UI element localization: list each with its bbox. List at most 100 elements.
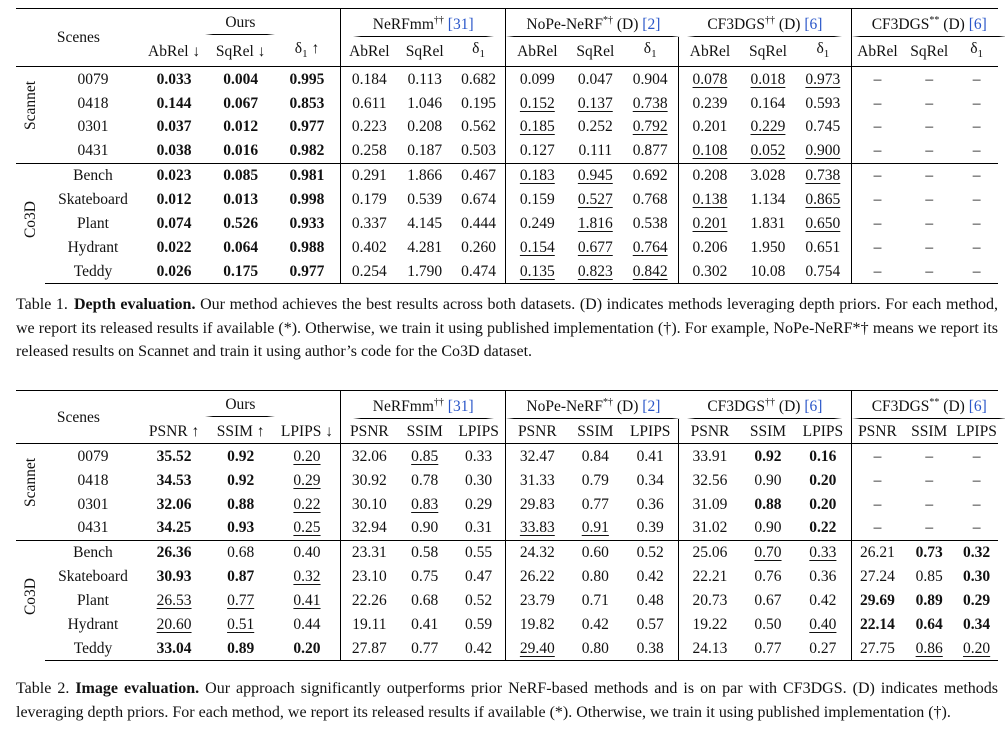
table2-method-header-3: CF3DGS†† (D) [6] — [678, 390, 852, 420]
table1-cell-value: 0.674 — [461, 191, 497, 209]
table1-cell: 0.745 — [795, 115, 852, 139]
table1-cell: 0.650 — [795, 211, 852, 236]
image-evaluation-table: Scenes Ours NeRFmm†† [31] NoPe-NeRF*† (D) [… — [16, 389, 1005, 662]
table1-cell: 0.982 — [273, 138, 341, 164]
table1-cell-value: – — [873, 94, 882, 112]
table2-cell-value: 32.56 — [692, 471, 728, 489]
table1-method-ref-1[interactable]: [31] — [447, 16, 474, 34]
table1-metric-header-1-2: δ1 — [451, 37, 507, 68]
table2-cell: 0.89 — [903, 589, 955, 613]
table1-cell-value: 0.995 — [289, 70, 325, 88]
table2-cell: 26.21 — [851, 539, 904, 565]
table1-cell: 0.085 — [207, 162, 274, 188]
table2-cell: 0.92 — [741, 444, 795, 468]
table2-cell-value: 30.92 — [351, 471, 387, 489]
table1-cell: 0.593 — [795, 91, 852, 116]
table1-method-ref-4[interactable]: [6] — [968, 16, 987, 34]
table2-cell-value: 0.68 — [227, 544, 255, 562]
table2-method-ref-1[interactable]: [31] — [447, 398, 474, 416]
table2-cell-value: 0.33 — [465, 447, 493, 465]
table1-cell-value: 10.08 — [750, 262, 786, 280]
table2-metric-header-4-1: SSIM — [903, 419, 956, 445]
table1-cell: 0.047 — [568, 67, 622, 91]
table1-scene-name: 0418 — [77, 94, 109, 112]
table-row: Plant 0.074 0.526 0.933 0.337 4.145 0.444 0.249… — [16, 211, 998, 236]
table2-cell: 29.69 — [851, 589, 903, 613]
table2-scene-name: Teddy — [45, 636, 141, 662]
table1-cell-value: 0.853 — [289, 94, 325, 112]
table1-cell: 0.137 — [568, 91, 622, 115]
table1-metric-label-3-0: AbRel — [689, 43, 731, 61]
table1-metric-label-1-0: AbRel — [349, 43, 390, 61]
table1-cell: – — [955, 235, 998, 259]
table1-cell-value: 0.738 — [805, 167, 841, 185]
table-row: Co3D Bench 0.023 0.085 0.981 0.291 1.866 0.467 0… — [16, 162, 998, 284]
table2-cell: 0.80 — [568, 565, 622, 589]
table2-cell-value: 0.87 — [227, 568, 255, 586]
table2-method-ref-3[interactable]: [6] — [804, 398, 823, 416]
table2-cell: 0.39 — [622, 516, 680, 541]
table2-cell-value: 24.32 — [519, 544, 555, 562]
table1-scene-name: 0431 — [77, 142, 109, 160]
table2-method-header-2: NoPe-NeRF*† (D) [2] — [505, 390, 681, 420]
table-row: 0431 0.038 0.016 0.982 0.258 0.187 0.503 0.127 0… — [16, 138, 998, 164]
table1-metric-header-0-0: AbRel ↓ — [140, 37, 208, 68]
table2-method-ref-2[interactable]: [2] — [642, 398, 661, 416]
table1-cell-value: 0.206 — [692, 238, 728, 256]
table1-cell-value: 4.145 — [407, 215, 443, 233]
table2-cell: 0.84 — [568, 444, 622, 468]
table1-cell-value: 1.134 — [750, 191, 786, 209]
table1-method-ref-2[interactable]: [2] — [642, 16, 661, 34]
table1-cell: 0.159 — [506, 188, 568, 212]
table1-method-row: Scenes Ours NeRFmm†† [31] NoPe-NeRF*† (D) [… — [16, 7, 1005, 68]
table2-scene-name: Hydrant — [67, 616, 119, 634]
table2-method-name-0: Ours — [205, 393, 276, 418]
table1-scene-name: Plant — [77, 215, 109, 233]
table1-cell-value: 0.026 — [156, 262, 192, 280]
table1-cell: 0.900 — [795, 138, 852, 164]
table1-cell-value: 0.792 — [632, 118, 668, 136]
table1-cell: 0.538 — [622, 211, 680, 236]
table1-caption-title: Depth evaluation. — [73, 296, 196, 313]
table1-cell: 0.402 — [341, 235, 398, 259]
table1-cell-value: – — [972, 142, 981, 160]
table2-cell-value: 32.06 — [156, 495, 192, 513]
table1-cell: 0.877 — [622, 138, 680, 164]
table1-cell: 0.201 — [679, 115, 741, 139]
table2-metric-header-4-2: LPIPS — [955, 419, 998, 445]
table2-cell: 0.89 — [207, 636, 274, 662]
table2-cell: 0.36 — [795, 564, 852, 589]
table2-cell: 0.77 — [568, 492, 622, 516]
table2-cell: 0.42 — [795, 588, 852, 613]
table2-scene-name: 0301 — [77, 495, 109, 513]
table1-scene-name: 0079 — [77, 70, 109, 88]
table2-caption: Table 2. Image evaluation. Our approach s… — [16, 677, 998, 724]
table2-cell: 0.92 — [207, 468, 274, 492]
table2-cell-value: 29.83 — [519, 495, 555, 513]
table2-cell-value: 27.24 — [860, 568, 895, 586]
table2-method-ref-4[interactable]: [6] — [968, 398, 987, 416]
table2-cell: 0.34 — [622, 468, 680, 493]
table2-body: Scannet 0079 35.52 0.92 0.20 32.06 0.85 0.33 32.… — [16, 443, 998, 662]
table2-metric-header-0-1: SSIM ↑ — [207, 419, 274, 445]
table1-cell: – — [903, 67, 955, 91]
table1-metric-header-0-2: δ1 ↑ — [273, 37, 341, 68]
table1-method-ref-3[interactable]: [6] — [804, 16, 823, 34]
table1-cell: – — [851, 139, 903, 163]
table1-cell-value: – — [972, 70, 981, 88]
table1-cell: 0.164 — [741, 91, 795, 115]
table1-cell-value: 0.682 — [461, 70, 497, 88]
table2-cell: 29.40 — [505, 636, 569, 662]
table1-cell-value: 0.113 — [407, 70, 442, 88]
table1-cell-value: 0.768 — [632, 191, 668, 209]
table2-cell: 0.30 — [451, 468, 507, 493]
table2-metric-header-4-0: PSNR — [851, 419, 904, 445]
table2-cell: 32.47 — [506, 444, 568, 468]
table2-cell-value: 0.90 — [754, 519, 782, 537]
table1-cell: 0.738 — [795, 162, 852, 188]
table1-cell-value: 0.064 — [223, 238, 259, 256]
table2-cell: – — [955, 516, 998, 540]
table1-cell: 0.223 — [341, 115, 398, 139]
table2-cell: 0.58 — [397, 539, 452, 565]
table1-caption-text: Our method achieves the best results acr… — [16, 296, 999, 360]
